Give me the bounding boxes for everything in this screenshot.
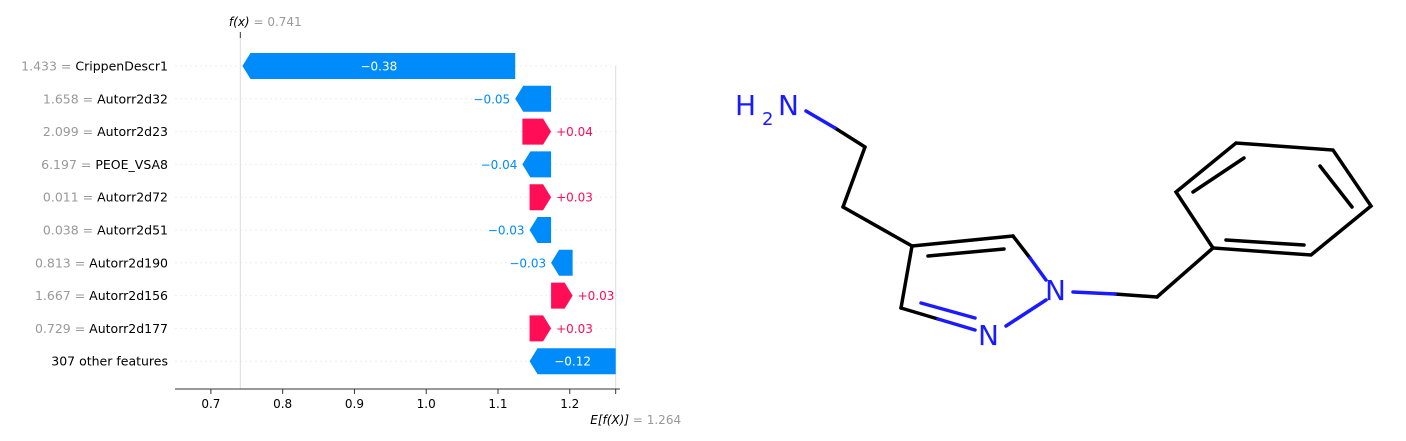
bond-n1-ch2-blue [1071, 290, 1117, 296]
fx-annotation: f(x) = 0.741 [229, 15, 302, 29]
feature-value: 0.011 = [43, 190, 97, 205]
feature-label: 307 other features [51, 354, 168, 369]
atom-labels: H 2 N N N [735, 89, 1066, 352]
feature-name: CrippenDescr1 [75, 59, 168, 74]
feature-label: 2.099 = Autorr2d23 [43, 124, 168, 139]
bond-n1-ch2-black [1113, 292, 1159, 299]
contribution-bar [522, 118, 552, 145]
x-tick-label: 0.8 [273, 397, 292, 411]
x-axis: 0.7 0.8 0.9 1.0 1.1 1.2 [175, 388, 620, 411]
efx-value: 1.264 [647, 413, 681, 427]
fx-label: f(x) [229, 15, 250, 29]
feature-labels: 1.433 = CrippenDescr1 1.658 = Autorr2d32 2… [21, 59, 168, 369]
bond-nh2-blue [804, 109, 837, 130]
atom-subscript-2: 2 [762, 109, 773, 130]
phenyl-ring [1173, 141, 1374, 257]
x-tick-label: 1.2 [560, 397, 579, 411]
feature-label: 1.433 = CrippenDescr1 [21, 59, 168, 74]
contribution-label: −0.12 [554, 355, 591, 369]
fx-value: 0.741 [267, 15, 301, 29]
bond-c4-c3 [899, 244, 914, 310]
contribution-bar [529, 217, 552, 243]
bond-n-ch2-upper [833, 126, 867, 149]
carbon-bonds [833, 126, 1374, 321]
bond-ch2-phenyl [1155, 246, 1215, 299]
feature-value: 0.813 = [35, 255, 89, 270]
contribution-label: −0.05 [473, 92, 510, 106]
feature-label: 0.038 = Autorr2d51 [43, 223, 168, 238]
feature-name: Autorr2d156 [89, 288, 168, 303]
feature-label: 0.729 = Autorr2d177 [35, 321, 168, 336]
x-tick-label: 1.1 [488, 397, 507, 411]
contribution-bar [529, 184, 552, 211]
contribution-bar [529, 348, 616, 375]
bond-c4-c5-double [926, 247, 1006, 258]
feature-name: PEOE_VSA8 [95, 157, 168, 172]
fx-equals: = [253, 15, 267, 29]
contribution-bar [515, 85, 552, 112]
feature-value: 1.667 = [35, 288, 89, 303]
bond-c5-n1-black [1011, 234, 1032, 260]
feature-value: 2.099 = [43, 124, 97, 139]
contribution-label: +0.03 [578, 289, 615, 303]
feature-name: Autorr2d51 [97, 223, 168, 238]
efx-equals: = [633, 413, 647, 427]
feature-value: 6.197 = [41, 157, 95, 172]
feature-label: 1.667 = Autorr2d156 [35, 288, 168, 303]
nitrogen-bonds [804, 109, 1117, 332]
feature-name: Autorr2d177 [89, 321, 168, 336]
shap-waterfall-chart: −0.38 −0.05 +0.04 −0.04 +0.03 −0.03 −0.03 +0.03… [21, 15, 681, 427]
phenyl-double-2 [1318, 164, 1354, 209]
efx-annotation: E[f(X)] = 1.264 [590, 413, 681, 427]
x-tick-label: 0.9 [345, 397, 364, 411]
contribution-bar [242, 53, 516, 79]
feature-label: 6.197 = PEOE_VSA8 [41, 157, 168, 172]
atom-h: H [735, 89, 756, 122]
row-gridlines [175, 65, 620, 362]
feature-name: Autorr2d23 [97, 124, 168, 139]
phenyl-double-1 [1191, 156, 1246, 194]
contribution-bar [551, 282, 573, 309]
contribution-label: −0.03 [509, 256, 546, 270]
feature-value: 0.729 = [35, 321, 89, 336]
bond-c5-n1-blue [1028, 256, 1048, 282]
feature-label: 1.658 = Autorr2d32 [43, 91, 168, 106]
x-tick-label: 1.0 [417, 397, 436, 411]
contribution-bar [522, 151, 552, 178]
contribution-label: +0.04 [556, 125, 593, 139]
bond-n1-n2-blue [1004, 298, 1048, 328]
feature-label: 0.011 = Autorr2d72 [43, 190, 168, 205]
atom-n1: N [1045, 274, 1066, 307]
atom-n2: N [978, 319, 999, 352]
bond-c3-n2-blue [936, 317, 977, 332]
feature-name: Autorr2d32 [97, 91, 168, 106]
atom-n-amine: N [778, 89, 799, 122]
contribution-label: −0.03 [488, 224, 525, 238]
bond-ch2-ring [841, 205, 914, 248]
molecule-structure: H 2 N N N [735, 89, 1374, 352]
bond-c3-n2-black [899, 306, 940, 321]
feature-name: Autorr2d72 [97, 190, 168, 205]
feature-value: 1.433 = [21, 59, 75, 74]
contribution-bar [529, 315, 552, 342]
contribution-label: −0.04 [481, 158, 518, 172]
feature-label: 0.813 = Autorr2d190 [35, 255, 168, 270]
feature-name: Autorr2d190 [89, 255, 168, 270]
x-tick-label: 0.7 [201, 397, 220, 411]
contribution-label: −0.38 [360, 60, 397, 74]
bond-ch2-ch2 [841, 145, 867, 209]
bond-c4-c5 [910, 234, 1015, 248]
efx-label: E[f(X)] [590, 413, 629, 427]
feature-name: 307 other features [51, 354, 168, 369]
feature-value: 1.658 = [43, 91, 97, 106]
contribution-label: +0.03 [556, 322, 593, 336]
contribution-bar [551, 249, 573, 276]
contribution-bars: −0.38 −0.05 +0.04 −0.04 +0.03 −0.03 −0.03 +0.03… [242, 53, 616, 375]
phenyl-double-3 [1224, 238, 1306, 247]
contribution-label: +0.03 [556, 191, 593, 205]
bond-c3-n2-double-blue [919, 301, 977, 320]
feature-value: 0.038 = [43, 223, 97, 238]
